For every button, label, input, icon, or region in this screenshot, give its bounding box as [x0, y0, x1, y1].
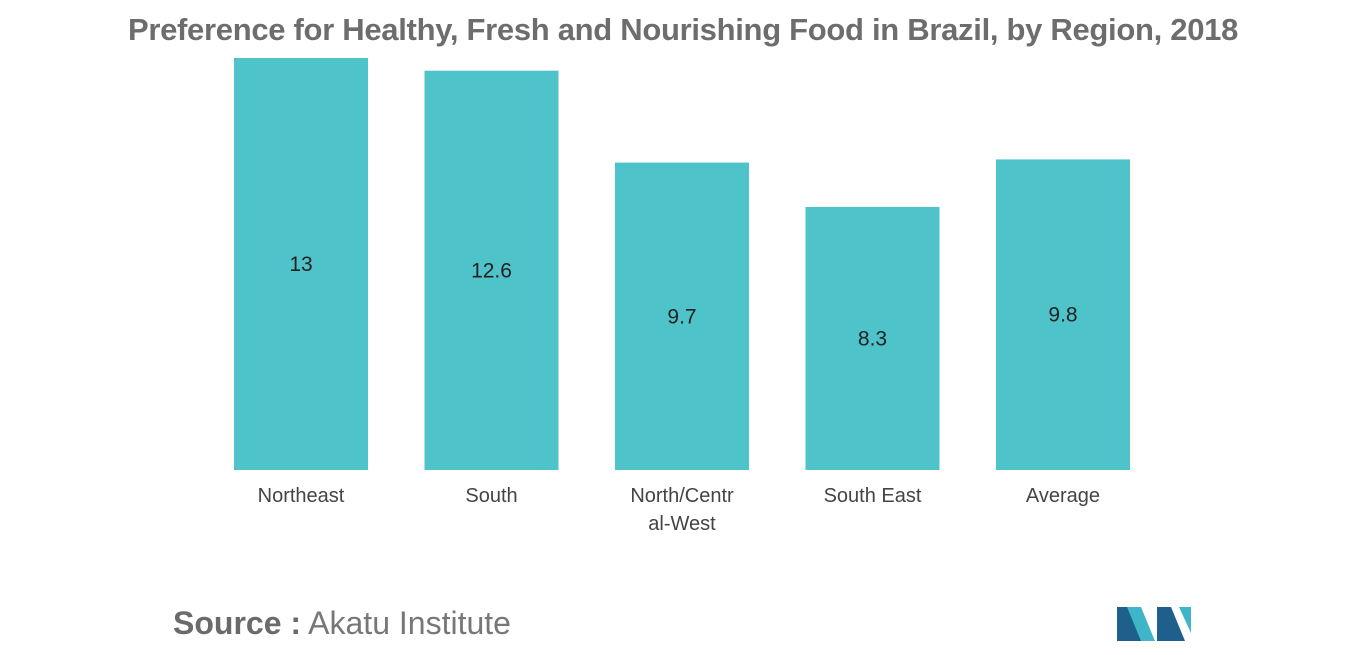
- bar-value-label-1: 12.6: [471, 259, 512, 282]
- bar-4: [996, 159, 1130, 470]
- category-label-3: South East: [824, 485, 922, 507]
- category-label-4: Average: [1026, 485, 1100, 507]
- value-labels-group: 13 12.6 9.7 8.3 9.8: [289, 253, 1077, 350]
- bar-value-label-2: 9.7: [667, 305, 696, 328]
- bar-2: [615, 162, 749, 471]
- category-labels-group: Northeast South North/Centr al-West South Ea…: [258, 485, 1100, 535]
- source-text: Akatu Institute: [308, 605, 511, 641]
- bar-value-label-0: 13: [289, 253, 312, 276]
- bar-value-label-4: 9.8: [1048, 304, 1077, 327]
- bars-group: [234, 58, 1130, 471]
- category-label-1: South: [465, 485, 517, 507]
- bar-0: [234, 58, 368, 470]
- bar-3: [805, 206, 940, 470]
- bar-value-label-3: 8.3: [858, 327, 887, 350]
- chart-title: Preference for Healthy, Fresh and Nouris…: [127, 12, 1239, 47]
- bar-1: [424, 70, 559, 470]
- bar-chart: 13 12.6 9.7 8.3 9.8 Northeast South North/Cent…: [234, 58, 1130, 535]
- source-caption: Source : Akatu Institute: [173, 605, 511, 642]
- category-label-0: Northeast: [258, 485, 345, 507]
- company-logo-icon: [1117, 607, 1191, 641]
- category-label-2: North/Centr al-West: [630, 485, 734, 535]
- source-prefix: Source :: [173, 605, 302, 641]
